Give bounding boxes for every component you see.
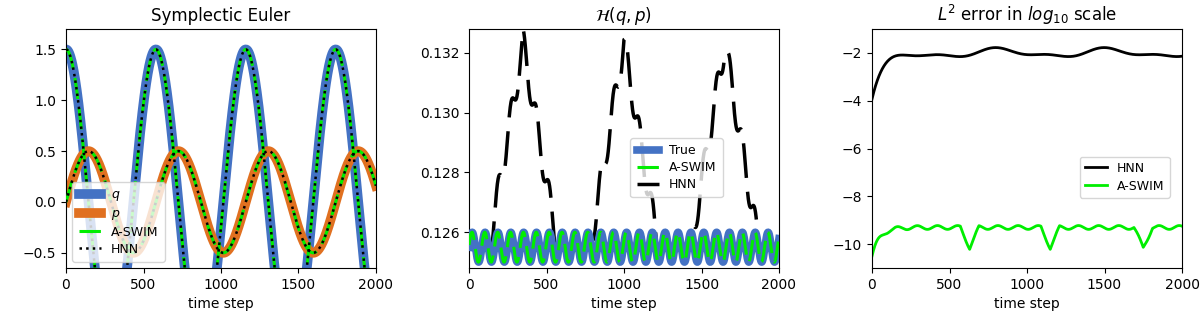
HNN <box>865 97 880 101</box>
HNN <box>980 47 995 51</box>
True <box>479 232 493 236</box>
Title: Symplectic Euler: Symplectic Euler <box>151 7 290 25</box>
Line: A-SWIM: A-SWIM <box>469 232 779 262</box>
$q$ <box>59 47 73 51</box>
$p$ <box>86 152 101 156</box>
HNN <box>479 232 493 235</box>
True <box>490 232 504 236</box>
A-SWIM <box>76 141 90 144</box>
A-SWIM <box>1175 224 1189 228</box>
Line: $q$: $q$ <box>66 49 376 323</box>
Title: $\mathcal{H}(q, p)$: $\mathcal{H}(q, p)$ <box>595 5 653 27</box>
$p$ <box>174 151 188 154</box>
HNN <box>76 141 90 144</box>
$q$ <box>76 141 90 144</box>
Legend: True, A-SWIM, HNN: True, A-SWIM, HNN <box>630 138 722 197</box>
HNN <box>86 254 101 257</box>
Line: HNN: HNN <box>469 29 779 262</box>
$p$ <box>368 184 383 188</box>
A-SWIM <box>577 245 592 249</box>
True <box>469 250 484 254</box>
$p$ <box>314 243 329 247</box>
A-SWIM <box>893 225 907 229</box>
Line: True: True <box>469 232 779 262</box>
$p$ <box>246 177 260 181</box>
True <box>466 230 480 234</box>
$p$ <box>66 176 80 180</box>
HNN <box>1097 46 1111 49</box>
HNN <box>245 64 259 68</box>
True <box>462 245 476 249</box>
X-axis label: time step: time step <box>188 297 254 311</box>
A-SWIM <box>86 254 101 257</box>
Line: A-SWIM: A-SWIM <box>872 225 1182 256</box>
Title: $L^2$ error in $log_{10}$ scale: $L^2$ error in $log_{10}$ scale <box>937 3 1117 27</box>
A-SWIM <box>1051 226 1066 230</box>
HNN <box>718 56 732 59</box>
HNN <box>871 74 886 78</box>
$q$ <box>66 65 80 69</box>
Line: A-SWIM: A-SWIM <box>66 49 376 323</box>
A-SWIM <box>882 231 896 234</box>
$p$ <box>76 153 90 157</box>
True <box>648 246 662 250</box>
A-SWIM <box>469 252 484 256</box>
HNN <box>577 247 592 251</box>
Legend: HNN, A-SWIM: HNN, A-SWIM <box>1080 157 1170 198</box>
HNN <box>59 47 73 51</box>
$p$ <box>82 149 96 153</box>
HNN <box>1120 51 1134 55</box>
True <box>772 237 786 241</box>
HNN <box>469 249 484 253</box>
A-SWIM <box>1120 227 1134 231</box>
HNN <box>516 27 530 31</box>
HNN <box>1175 54 1189 58</box>
$p$ <box>126 251 140 255</box>
Line: HNN: HNN <box>66 49 376 323</box>
$q$ <box>245 64 259 68</box>
A-SWIM <box>865 254 880 258</box>
HNN <box>882 58 896 62</box>
A-SWIM <box>648 248 662 252</box>
Line: HNN: HNN <box>872 47 1182 99</box>
A-SWIM <box>464 230 479 234</box>
A-SWIM <box>472 260 486 264</box>
$q$ <box>314 119 329 122</box>
HNN <box>1051 54 1066 57</box>
Line: $p$: $p$ <box>66 151 376 253</box>
A-SWIM <box>174 231 188 235</box>
A-SWIM <box>479 233 493 237</box>
A-SWIM <box>245 64 259 68</box>
A-SWIM <box>314 119 329 122</box>
HNN <box>472 260 486 264</box>
HNN <box>772 237 786 241</box>
A-SWIM <box>980 227 995 231</box>
A-SWIM <box>871 235 886 239</box>
X-axis label: time step: time step <box>994 297 1060 311</box>
HNN <box>648 231 662 235</box>
Legend: $q$, $p$, A-SWIM, HNN: $q$, $p$, A-SWIM, HNN <box>72 182 164 262</box>
True <box>577 247 592 251</box>
$q$ <box>174 231 188 235</box>
HNN <box>893 53 907 57</box>
$p$ <box>59 200 73 204</box>
A-SWIM <box>490 231 504 235</box>
HNN <box>66 65 80 69</box>
HNN <box>490 188 504 192</box>
True <box>718 257 732 261</box>
HNN <box>174 231 188 235</box>
A-SWIM <box>718 255 732 259</box>
True <box>472 260 486 264</box>
A-SWIM <box>462 243 476 247</box>
$q$ <box>86 254 101 257</box>
HNN <box>462 245 476 249</box>
A-SWIM <box>59 47 73 51</box>
A-SWIM <box>772 235 786 239</box>
HNN <box>314 119 329 122</box>
X-axis label: time step: time step <box>592 297 656 311</box>
A-SWIM <box>66 65 80 69</box>
A-SWIM <box>1152 224 1166 227</box>
